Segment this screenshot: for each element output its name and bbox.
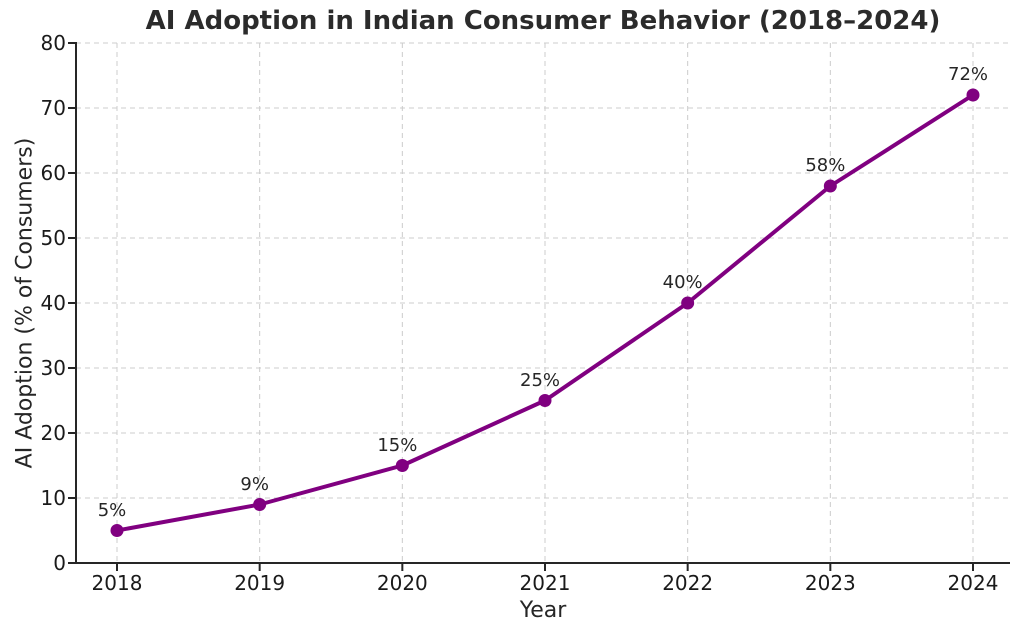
- x-tick-label: 2022: [662, 571, 714, 595]
- data-point-label: 9%: [240, 473, 269, 495]
- data-point-label: 15%: [377, 434, 418, 456]
- x-axis-label: Year: [519, 598, 567, 623]
- data-point-marker: [110, 524, 124, 537]
- data-point-label: 58%: [805, 155, 846, 176]
- data-point-marker: [253, 498, 267, 511]
- data-point-label: 40%: [662, 272, 703, 293]
- data-point-label: 25%: [519, 369, 561, 391]
- y-tick-label: 30: [40, 356, 66, 380]
- data-point-label: 72%: [947, 64, 989, 85]
- y-tick-label: 40: [40, 291, 66, 315]
- data-point-marker: [538, 394, 552, 407]
- y-tick-label: 60: [40, 161, 66, 185]
- x-tick-label: 2020: [376, 571, 428, 595]
- data-point-marker: [681, 296, 695, 310]
- y-tick-label: 20: [40, 421, 66, 445]
- y-tick-label: 0: [53, 551, 66, 575]
- x-tick-label: 2021: [519, 571, 571, 595]
- data-point-marker: [395, 459, 409, 472]
- x-tick-label: 2019: [234, 571, 286, 595]
- y-tick-label: 10: [40, 486, 66, 510]
- data-point-marker: [823, 179, 837, 193]
- y-tick-label: 70: [40, 96, 66, 120]
- data-point-marker: [966, 88, 980, 102]
- x-tick-label: 2023: [804, 571, 856, 595]
- chart-title: AI Adoption in Indian Consumer Behavior …: [145, 6, 941, 36]
- y-tick-label: 80: [40, 31, 66, 55]
- x-tick-label: 2018: [91, 571, 143, 595]
- data-point-label: 5%: [97, 499, 127, 521]
- y-tick-label: 50: [40, 226, 66, 250]
- x-tick-label: 2024: [947, 571, 999, 595]
